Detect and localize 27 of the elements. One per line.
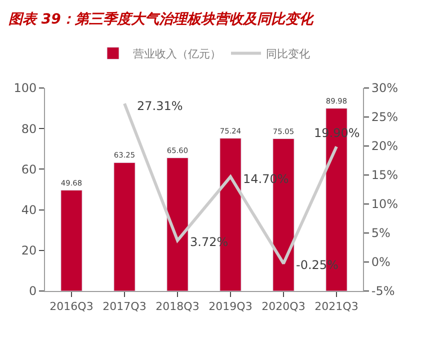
x-tick-label: 2018Q3 xyxy=(156,300,200,314)
data-label: 27.31% xyxy=(137,99,183,113)
legend-label: 同比变化 xyxy=(266,47,310,60)
y-tick-label: 40 xyxy=(21,203,37,217)
y2-tick-label: 10% xyxy=(371,197,398,212)
bar xyxy=(60,190,82,291)
y2-tick-label: -5% xyxy=(371,284,395,298)
x-tick-label: 2016Q3 xyxy=(50,300,94,314)
x-tick-label: 2021Q3 xyxy=(314,300,358,314)
y2-tick-label: 5% xyxy=(371,226,390,240)
x-tick-label: 2017Q3 xyxy=(102,300,146,314)
x-tick-label: 2019Q3 xyxy=(208,300,252,314)
y-tick-label: 100 xyxy=(14,81,37,96)
y-tick-label: 0 xyxy=(28,284,37,298)
y-tick-label: 80 xyxy=(21,122,37,136)
bar xyxy=(114,162,136,291)
bar xyxy=(166,158,188,291)
y2-tick-label: 15% xyxy=(371,168,398,182)
y-tick-label: 20 xyxy=(21,244,37,258)
y2-tick-label: 0% xyxy=(371,255,390,270)
legend-label: 营业收入（亿元） xyxy=(133,47,221,60)
chart-title: 图表 39：第三季度大气治理板块营收及同比变化 xyxy=(8,10,315,28)
y2-tick-label: 25% xyxy=(371,110,398,124)
y2-tick-label: 20% xyxy=(371,139,398,154)
y-tick-label: 60 xyxy=(21,162,37,176)
y2-tick-label: 30% xyxy=(371,81,398,96)
x-tick-label: 2020Q3 xyxy=(262,300,306,314)
